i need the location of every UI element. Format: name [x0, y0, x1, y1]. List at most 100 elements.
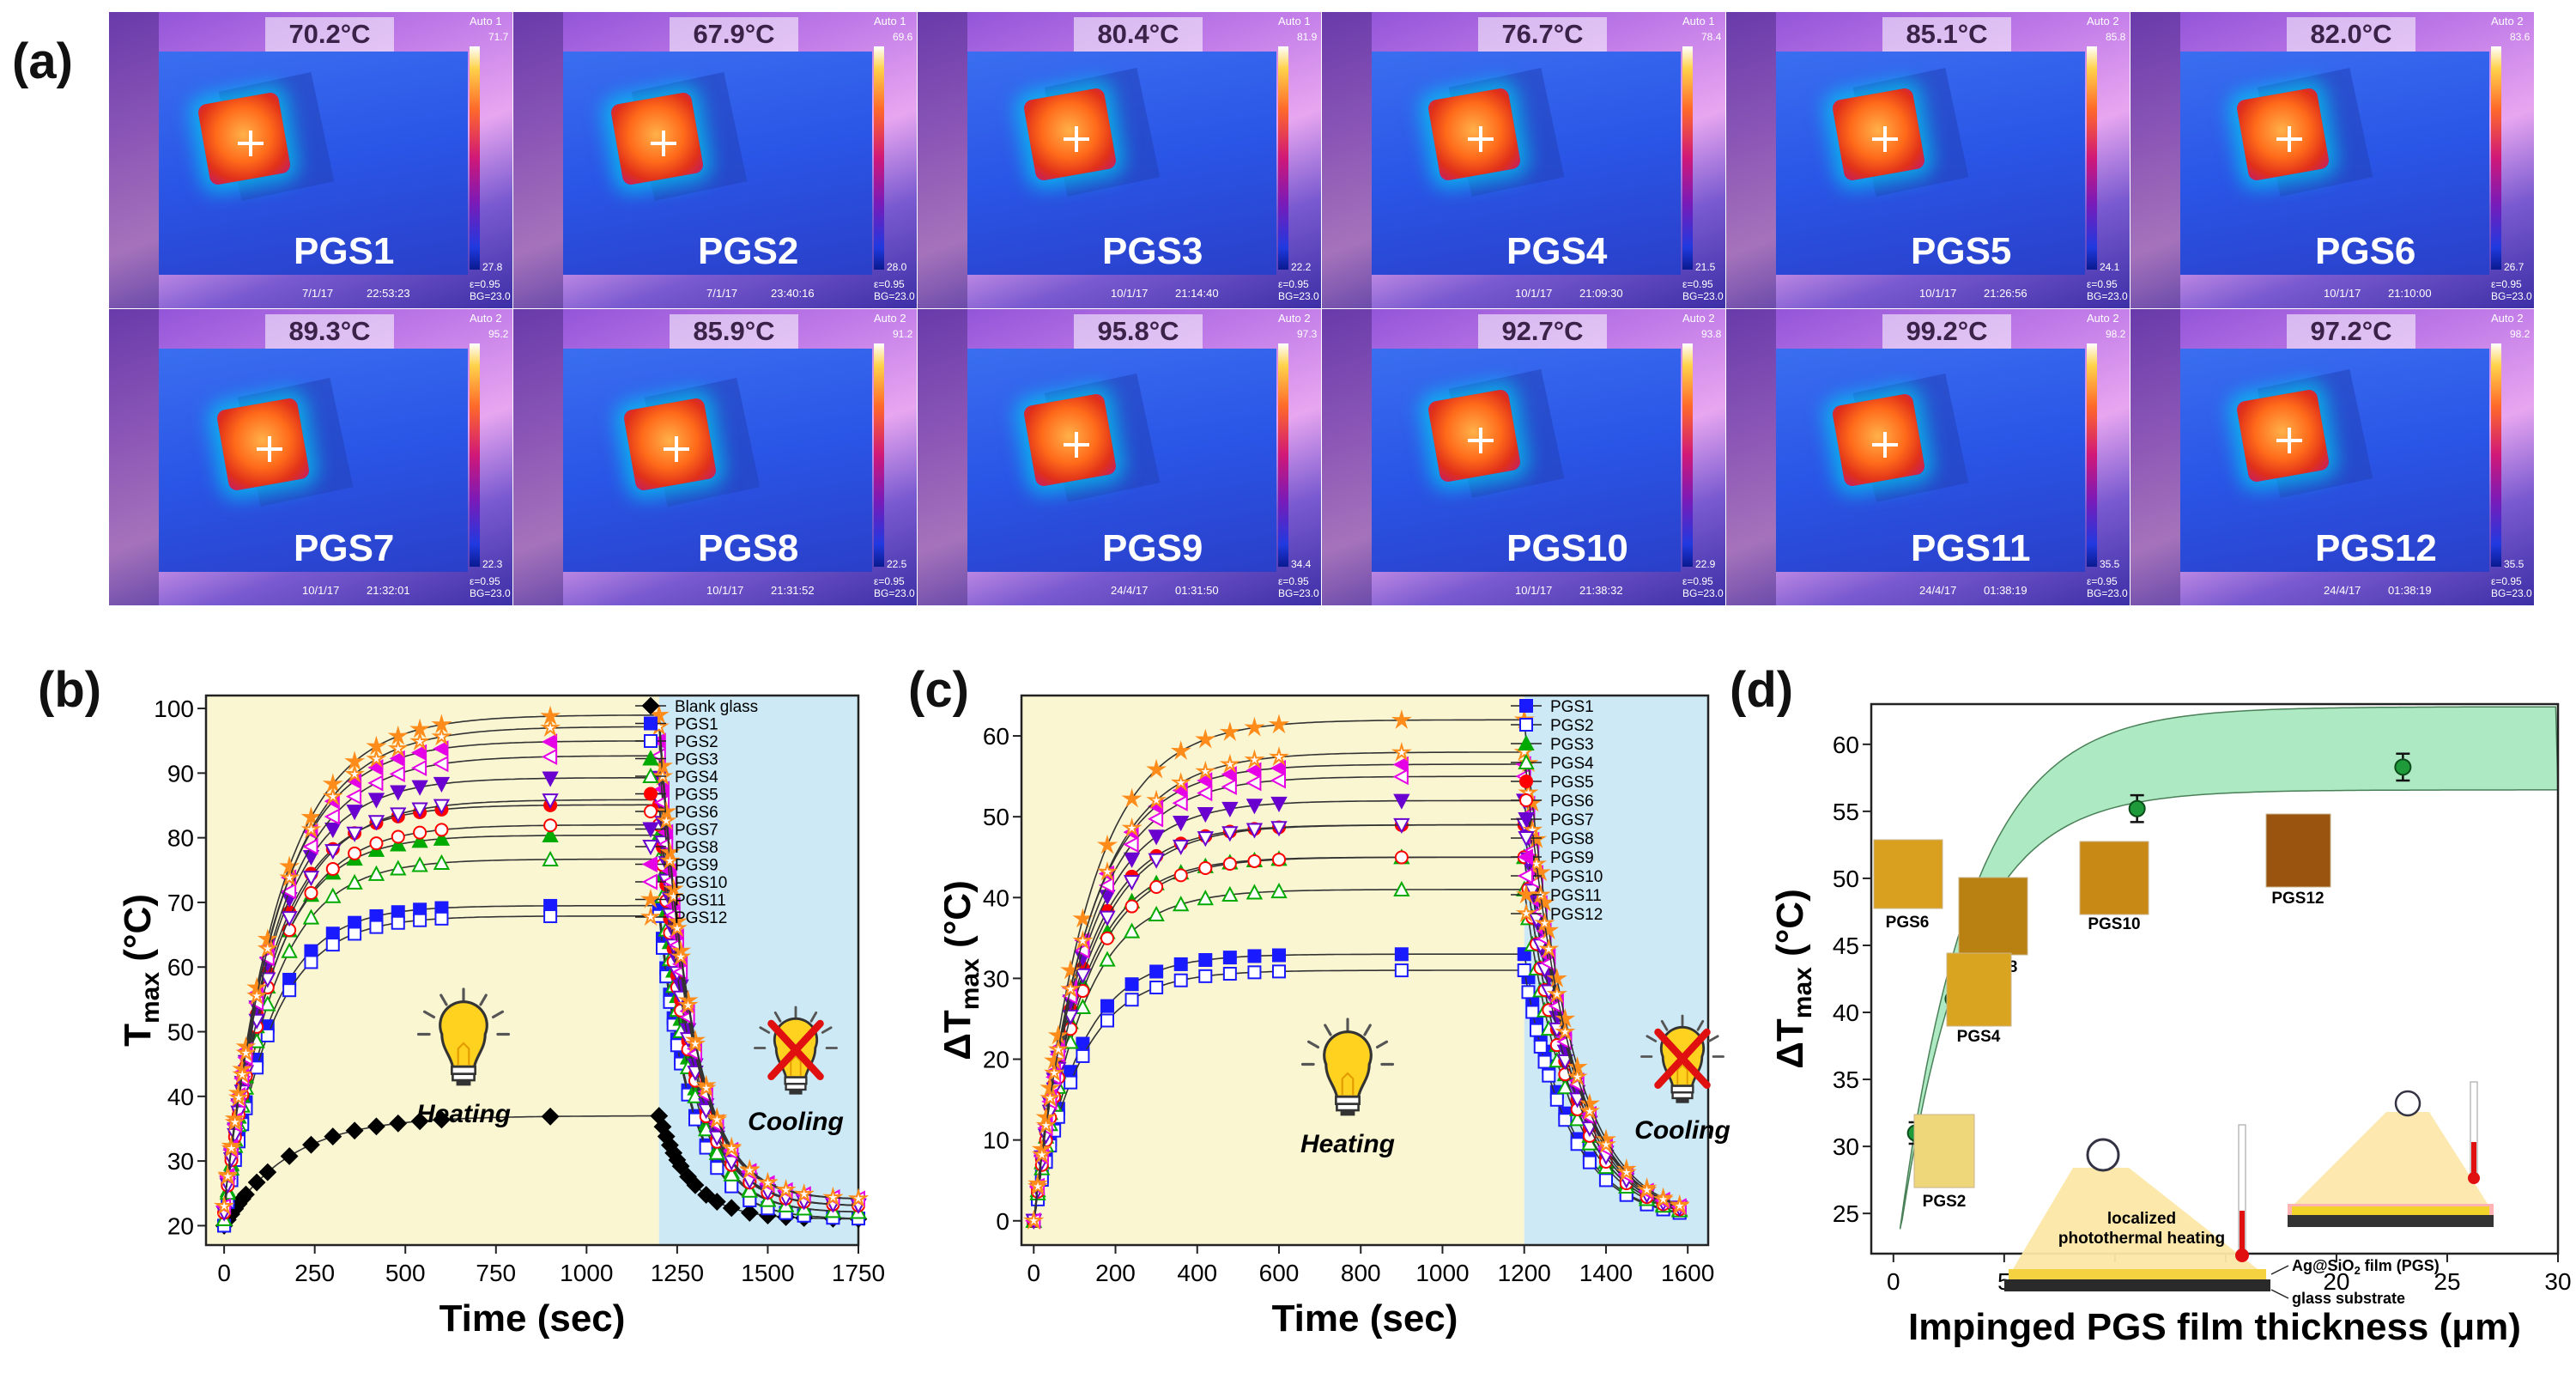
tile-mode: Auto 2 [2491, 312, 2524, 325]
data-point [775, 1179, 797, 1200]
legend-label: PGS2 [675, 733, 718, 751]
legend-marker [1517, 867, 1533, 884]
tile-color-scale [1278, 46, 1288, 270]
data-point [684, 1033, 706, 1054]
data-point [2128, 793, 2146, 823]
tile-max-temp: 95.8°C [1074, 314, 1203, 349]
tile-emissivity: ε=0.95 BG=23.0 [1278, 278, 1319, 302]
data-point [258, 1163, 277, 1182]
data-point [281, 942, 298, 958]
legend-marker [1519, 718, 1533, 732]
data-point [345, 1121, 364, 1140]
thermometer-mercury [2471, 1142, 2476, 1176]
y-tick-label: 50 [167, 1019, 194, 1046]
data-point [410, 744, 427, 762]
heating-bulb-base-2 [452, 1072, 476, 1082]
data-point [1615, 1161, 1637, 1182]
film-label-part: film (PGS) [2361, 1257, 2440, 1274]
data-marker [2128, 799, 2146, 817]
data-point [1270, 759, 1286, 777]
crosshair-icon [2276, 126, 2302, 152]
cooling-annotation: Cooling [748, 1108, 844, 1136]
data-point [710, 1161, 724, 1176]
tile-scale-max: 83.6 [2510, 31, 2531, 43]
tile-max-temp: 85.9°C [670, 314, 798, 349]
data-point [246, 985, 268, 1005]
heating-bulb-ray [1324, 1024, 1332, 1036]
heating-bulb-filament [457, 1042, 470, 1066]
y-tick-label: 70 [167, 890, 194, 916]
cooling-cross-line-2 [767, 1019, 824, 1081]
legend-marker [644, 734, 658, 748]
data-point [1173, 973, 1188, 987]
y-axis-label-unit: (°C) [1769, 889, 1811, 967]
tile-time: 22:53:23 [367, 287, 410, 300]
tile-edge-shade [1322, 12, 1372, 308]
data-point [1148, 829, 1165, 846]
data-point [724, 1179, 739, 1194]
heating-bulb-glass [1323, 1030, 1373, 1098]
data-point [413, 913, 427, 927]
data-point [1222, 856, 1237, 871]
tile-time: 21:38:32 [1579, 584, 1623, 597]
cooling-bulb-ray [809, 1011, 818, 1023]
data-point [1549, 1092, 1564, 1107]
data-point [224, 1111, 245, 1132]
data-point [366, 748, 387, 769]
series-line [1033, 763, 1680, 1221]
sample-photo [1958, 877, 2028, 956]
data-point [1044, 1061, 1065, 1082]
tile-mode: Auto 1 [1682, 15, 1715, 27]
heating-bulb-ray [1306, 1040, 1320, 1049]
legend-marker [641, 855, 658, 873]
y-tick-label: 60 [167, 954, 194, 981]
heating-bulb-tip [1340, 1110, 1355, 1116]
cooling-bulb-ray [1646, 1035, 1658, 1042]
x-tick-label: 1000 [1415, 1260, 1469, 1286]
heating-bulb-ray [1363, 1024, 1372, 1036]
tile-edge-shade [918, 12, 967, 308]
tile-max-temp: 80.4°C [1074, 17, 1203, 52]
data-point [411, 856, 428, 872]
data-point [666, 917, 688, 938]
cooling-bulb-ray [759, 1026, 771, 1034]
panel-a-label: (a) [12, 33, 73, 89]
data-point [708, 1130, 725, 1146]
heating-annotation: Heating [1300, 1130, 1395, 1158]
cooling-bulb-filament [1676, 1063, 1688, 1084]
tile-eps: ε=0.95 [470, 575, 500, 587]
chart-b-tmax-vs-time: 0 250 500 750 1000 1250 1500 1750 20 30 40 50 60 70 80… [120, 694, 885, 1340]
data-point [1669, 1194, 1690, 1215]
data-point [1392, 756, 1409, 774]
substrate-pointer [2270, 1289, 2289, 1299]
y-tick-label: 40 [983, 884, 1009, 911]
tile-eps: ε=0.95 [2087, 575, 2118, 587]
data-point [1546, 983, 1567, 1004]
data-point [302, 871, 320, 887]
data-point [344, 763, 366, 783]
data-point [1031, 1144, 1052, 1164]
data-point [1099, 951, 1116, 967]
legend-marker [639, 888, 662, 908]
data-point [1598, 1173, 1613, 1188]
tile-time: 01:38:19 [2388, 584, 2432, 597]
data-point [1197, 890, 1214, 906]
data-point [1197, 807, 1214, 823]
data-point [1027, 1176, 1049, 1196]
data-point [1394, 850, 1409, 865]
tile-date: 24/4/17 [1111, 584, 1149, 597]
tile-edge-shade [513, 309, 563, 605]
crosshair-icon [651, 131, 676, 156]
tile-color-scale [470, 343, 480, 567]
data-point [367, 793, 385, 809]
x-tick-label: 1600 [1661, 1260, 1714, 1286]
tile-emissivity: ε=0.95 BG=23.0 [1682, 575, 1724, 599]
legend-marker [642, 767, 659, 783]
data-point [390, 807, 407, 823]
y-axis-label: ΔTmax (°C) [944, 880, 985, 1060]
tile-edge-shade [1726, 309, 1776, 605]
tile-time: 21:10:00 [2388, 287, 2432, 300]
crosshair-icon [1872, 432, 1898, 458]
thermometer-bulb [2468, 1172, 2480, 1184]
legend-label: PGS5 [1550, 774, 1594, 792]
